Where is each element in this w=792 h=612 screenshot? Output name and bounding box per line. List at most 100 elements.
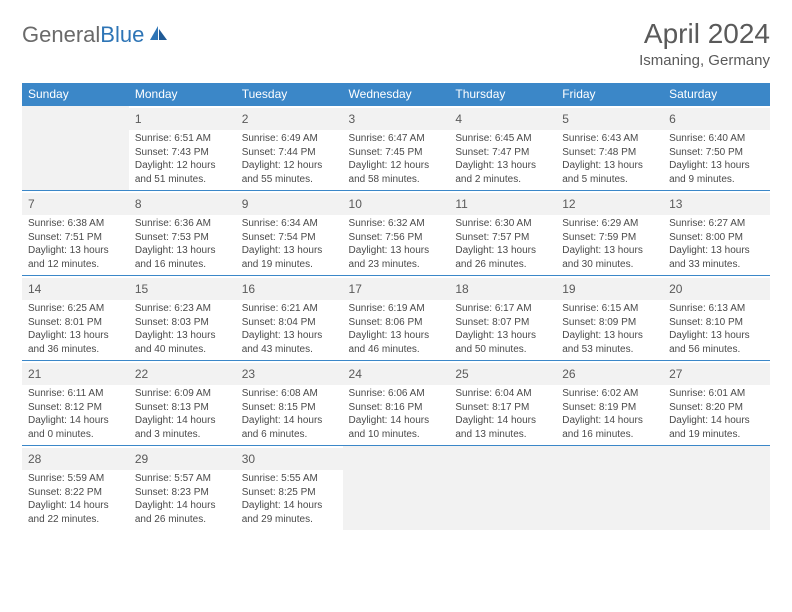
- logo-part1: General: [22, 22, 100, 47]
- weekday-header: Saturday: [663, 83, 770, 105]
- weekday-header: Monday: [129, 83, 236, 105]
- day-info: Sunrise: 6:49 AMSunset: 7:44 PMDaylight:…: [242, 132, 337, 186]
- logo-sail-icon: [148, 24, 170, 47]
- calendar-row: 7Sunrise: 6:38 AMSunset: 7:51 PMDaylight…: [22, 190, 770, 275]
- sunrise-line: Sunrise: 6:38 AM: [28, 217, 123, 231]
- daylight-line: Daylight: 13 hours and 50 minutes.: [455, 329, 550, 356]
- daylight-line: Daylight: 14 hours and 22 minutes.: [28, 499, 123, 526]
- day-info: Sunrise: 6:06 AMSunset: 8:16 PMDaylight:…: [349, 387, 444, 441]
- weekday-header: Thursday: [449, 83, 556, 105]
- calendar-cell: 19Sunrise: 6:15 AMSunset: 8:09 PMDayligh…: [556, 275, 663, 360]
- sunrise-line: Sunrise: 6:06 AM: [349, 387, 444, 401]
- daylight-line: Daylight: 13 hours and 23 minutes.: [349, 244, 444, 271]
- day-info: Sunrise: 5:59 AMSunset: 8:22 PMDaylight:…: [28, 472, 123, 526]
- daylight-line: Daylight: 13 hours and 2 minutes.: [455, 159, 550, 186]
- calendar-cell: 8Sunrise: 6:36 AMSunset: 7:53 PMDaylight…: [129, 190, 236, 275]
- calendar-cell: 14Sunrise: 6:25 AMSunset: 8:01 PMDayligh…: [22, 275, 129, 360]
- calendar-row: 14Sunrise: 6:25 AMSunset: 8:01 PMDayligh…: [22, 275, 770, 360]
- sunrise-line: Sunrise: 6:43 AM: [562, 132, 657, 146]
- day-number: 15: [135, 282, 148, 296]
- day-info: Sunrise: 5:57 AMSunset: 8:23 PMDaylight:…: [135, 472, 230, 526]
- sunrise-line: Sunrise: 6:49 AM: [242, 132, 337, 146]
- daylight-line: Daylight: 13 hours and 46 minutes.: [349, 329, 444, 356]
- sunrise-line: Sunrise: 6:40 AM: [669, 132, 764, 146]
- day-info: Sunrise: 6:15 AMSunset: 8:09 PMDaylight:…: [562, 302, 657, 356]
- day-number: 26: [562, 367, 575, 381]
- calendar-row: 1Sunrise: 6:51 AMSunset: 7:43 PMDaylight…: [22, 105, 770, 190]
- sunrise-line: Sunrise: 6:04 AM: [455, 387, 550, 401]
- sunset-line: Sunset: 8:13 PM: [135, 401, 230, 415]
- calendar-cell: 9Sunrise: 6:34 AMSunset: 7:54 PMDaylight…: [236, 190, 343, 275]
- day-info: Sunrise: 6:17 AMSunset: 8:07 PMDaylight:…: [455, 302, 550, 356]
- calendar-cell-blank: [556, 445, 663, 530]
- daylight-line: Daylight: 14 hours and 26 minutes.: [135, 499, 230, 526]
- calendar-cell: 20Sunrise: 6:13 AMSunset: 8:10 PMDayligh…: [663, 275, 770, 360]
- day-info: Sunrise: 6:09 AMSunset: 8:13 PMDaylight:…: [135, 387, 230, 441]
- sunset-line: Sunset: 8:25 PM: [242, 486, 337, 500]
- calendar-cell: 1Sunrise: 6:51 AMSunset: 7:43 PMDaylight…: [129, 105, 236, 190]
- day-info: Sunrise: 6:25 AMSunset: 8:01 PMDaylight:…: [28, 302, 123, 356]
- daylight-line: Daylight: 13 hours and 5 minutes.: [562, 159, 657, 186]
- daylight-line: Daylight: 14 hours and 19 minutes.: [669, 414, 764, 441]
- header: GeneralBlue April 2024 Ismaning, Germany: [22, 18, 770, 69]
- day-number: 13: [669, 197, 682, 211]
- sunset-line: Sunset: 8:01 PM: [28, 316, 123, 330]
- daylight-line: Daylight: 13 hours and 53 minutes.: [562, 329, 657, 356]
- day-info: Sunrise: 6:32 AMSunset: 7:56 PMDaylight:…: [349, 217, 444, 271]
- day-info: Sunrise: 6:19 AMSunset: 8:06 PMDaylight:…: [349, 302, 444, 356]
- sunrise-line: Sunrise: 6:45 AM: [455, 132, 550, 146]
- daylight-line: Daylight: 12 hours and 58 minutes.: [349, 159, 444, 186]
- calendar-cell-blank: [663, 445, 770, 530]
- daylight-line: Daylight: 14 hours and 3 minutes.: [135, 414, 230, 441]
- day-number: 28: [28, 452, 41, 466]
- calendar-cell: 23Sunrise: 6:08 AMSunset: 8:15 PMDayligh…: [236, 360, 343, 445]
- sunrise-line: Sunrise: 6:36 AM: [135, 217, 230, 231]
- day-number: 12: [562, 197, 575, 211]
- sunset-line: Sunset: 7:47 PM: [455, 146, 550, 160]
- day-number: 21: [28, 367, 41, 381]
- calendar-cell-blank: [22, 105, 129, 190]
- day-info: Sunrise: 6:04 AMSunset: 8:17 PMDaylight:…: [455, 387, 550, 441]
- sunrise-line: Sunrise: 6:25 AM: [28, 302, 123, 316]
- day-number: 30: [242, 452, 255, 466]
- daylight-line: Daylight: 14 hours and 10 minutes.: [349, 414, 444, 441]
- day-number: 24: [349, 367, 362, 381]
- title-block: April 2024 Ismaning, Germany: [639, 18, 770, 69]
- sunrise-line: Sunrise: 6:34 AM: [242, 217, 337, 231]
- day-number: 10: [349, 197, 362, 211]
- calendar-table: SundayMondayTuesdayWednesdayThursdayFrid…: [22, 83, 770, 530]
- sunset-line: Sunset: 7:53 PM: [135, 231, 230, 245]
- day-number: 25: [455, 367, 468, 381]
- weekday-row: SundayMondayTuesdayWednesdayThursdayFrid…: [22, 83, 770, 105]
- calendar-cell: 29Sunrise: 5:57 AMSunset: 8:23 PMDayligh…: [129, 445, 236, 530]
- sunrise-line: Sunrise: 6:15 AM: [562, 302, 657, 316]
- sunset-line: Sunset: 8:17 PM: [455, 401, 550, 415]
- daylight-line: Daylight: 13 hours and 12 minutes.: [28, 244, 123, 271]
- day-number: 27: [669, 367, 682, 381]
- sunrise-line: Sunrise: 6:27 AM: [669, 217, 764, 231]
- daylight-line: Daylight: 14 hours and 6 minutes.: [242, 414, 337, 441]
- calendar-cell: 6Sunrise: 6:40 AMSunset: 7:50 PMDaylight…: [663, 105, 770, 190]
- sunrise-line: Sunrise: 5:55 AM: [242, 472, 337, 486]
- sunrise-line: Sunrise: 6:17 AM: [455, 302, 550, 316]
- sunset-line: Sunset: 8:23 PM: [135, 486, 230, 500]
- day-number: 7: [28, 197, 35, 211]
- calendar-row: 21Sunrise: 6:11 AMSunset: 8:12 PMDayligh…: [22, 360, 770, 445]
- day-number: 23: [242, 367, 255, 381]
- sunset-line: Sunset: 8:19 PM: [562, 401, 657, 415]
- daylight-line: Daylight: 14 hours and 13 minutes.: [455, 414, 550, 441]
- calendar-cell: 15Sunrise: 6:23 AMSunset: 8:03 PMDayligh…: [129, 275, 236, 360]
- day-number: 2: [242, 112, 249, 126]
- day-info: Sunrise: 5:55 AMSunset: 8:25 PMDaylight:…: [242, 472, 337, 526]
- sunrise-line: Sunrise: 5:59 AM: [28, 472, 123, 486]
- sunset-line: Sunset: 7:51 PM: [28, 231, 123, 245]
- day-number: 3: [349, 112, 356, 126]
- sunset-line: Sunset: 7:44 PM: [242, 146, 337, 160]
- day-number: 17: [349, 282, 362, 296]
- daylight-line: Daylight: 13 hours and 16 minutes.: [135, 244, 230, 271]
- sunrise-line: Sunrise: 6:23 AM: [135, 302, 230, 316]
- daylight-line: Daylight: 14 hours and 0 minutes.: [28, 414, 123, 441]
- sunset-line: Sunset: 8:15 PM: [242, 401, 337, 415]
- daylight-line: Daylight: 13 hours and 33 minutes.: [669, 244, 764, 271]
- day-info: Sunrise: 6:21 AMSunset: 8:04 PMDaylight:…: [242, 302, 337, 356]
